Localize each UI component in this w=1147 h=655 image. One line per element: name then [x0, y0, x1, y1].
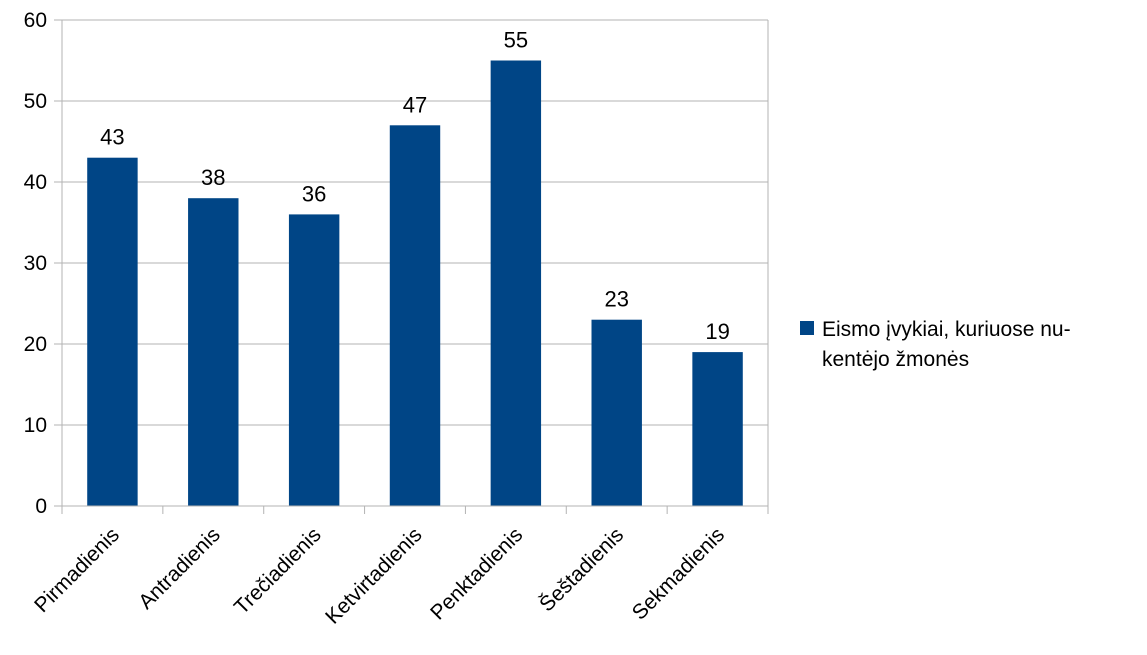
x-tick-label: Penktadienis — [426, 523, 527, 624]
y-tick-label: 20 — [24, 333, 47, 356]
x-tick-label: Ketvirtadienis — [321, 523, 426, 628]
bar — [87, 157, 138, 506]
legend: Eismo įvykiai, kuriuose nu- kentėjo žmon… — [800, 318, 1071, 371]
y-tick-label: 40 — [24, 171, 47, 194]
data-label: 38 — [201, 165, 225, 190]
y-tick-label: 50 — [24, 90, 47, 113]
data-label: 43 — [100, 125, 124, 150]
data-label: 47 — [403, 92, 427, 117]
legend-label-line-1: Eismo įvykiai, kuriuose nu- — [822, 318, 1071, 341]
legend-label-line-2: kentėjo žmonės — [822, 348, 969, 371]
x-tick-label: Šeštadienis — [535, 523, 628, 616]
x-tick-label: Sekmadienis — [628, 523, 729, 624]
x-tick-label: Antradienis — [134, 523, 225, 614]
y-tick-label: 60 — [24, 9, 47, 32]
bar — [692, 352, 743, 506]
y-tick-label: 30 — [24, 252, 47, 275]
x-tick-label: Pirmadienis — [30, 523, 124, 617]
bar — [188, 198, 239, 506]
data-label: 55 — [504, 28, 528, 53]
y-tick-label: 0 — [35, 495, 47, 518]
bar — [490, 60, 542, 506]
x-tick-label: Trečiadienis — [230, 523, 326, 619]
bar — [288, 214, 340, 506]
data-label: 23 — [604, 287, 628, 312]
data-label: 36 — [302, 181, 326, 206]
bar — [591, 319, 642, 506]
data-label: 19 — [705, 319, 729, 344]
x-axis-ticks: Pirmadienis Antradienis TrečiadienisKetvir… — [30, 506, 769, 629]
data-labels: 43 38 36 47 55 23 19 — [100, 28, 730, 345]
bars — [87, 60, 743, 507]
legend-swatch — [800, 321, 814, 335]
y-axis-ticks: 0 10 20 30 40 50 60 — [24, 9, 62, 518]
y-tick-label: 10 — [24, 414, 47, 437]
bar — [389, 125, 441, 507]
